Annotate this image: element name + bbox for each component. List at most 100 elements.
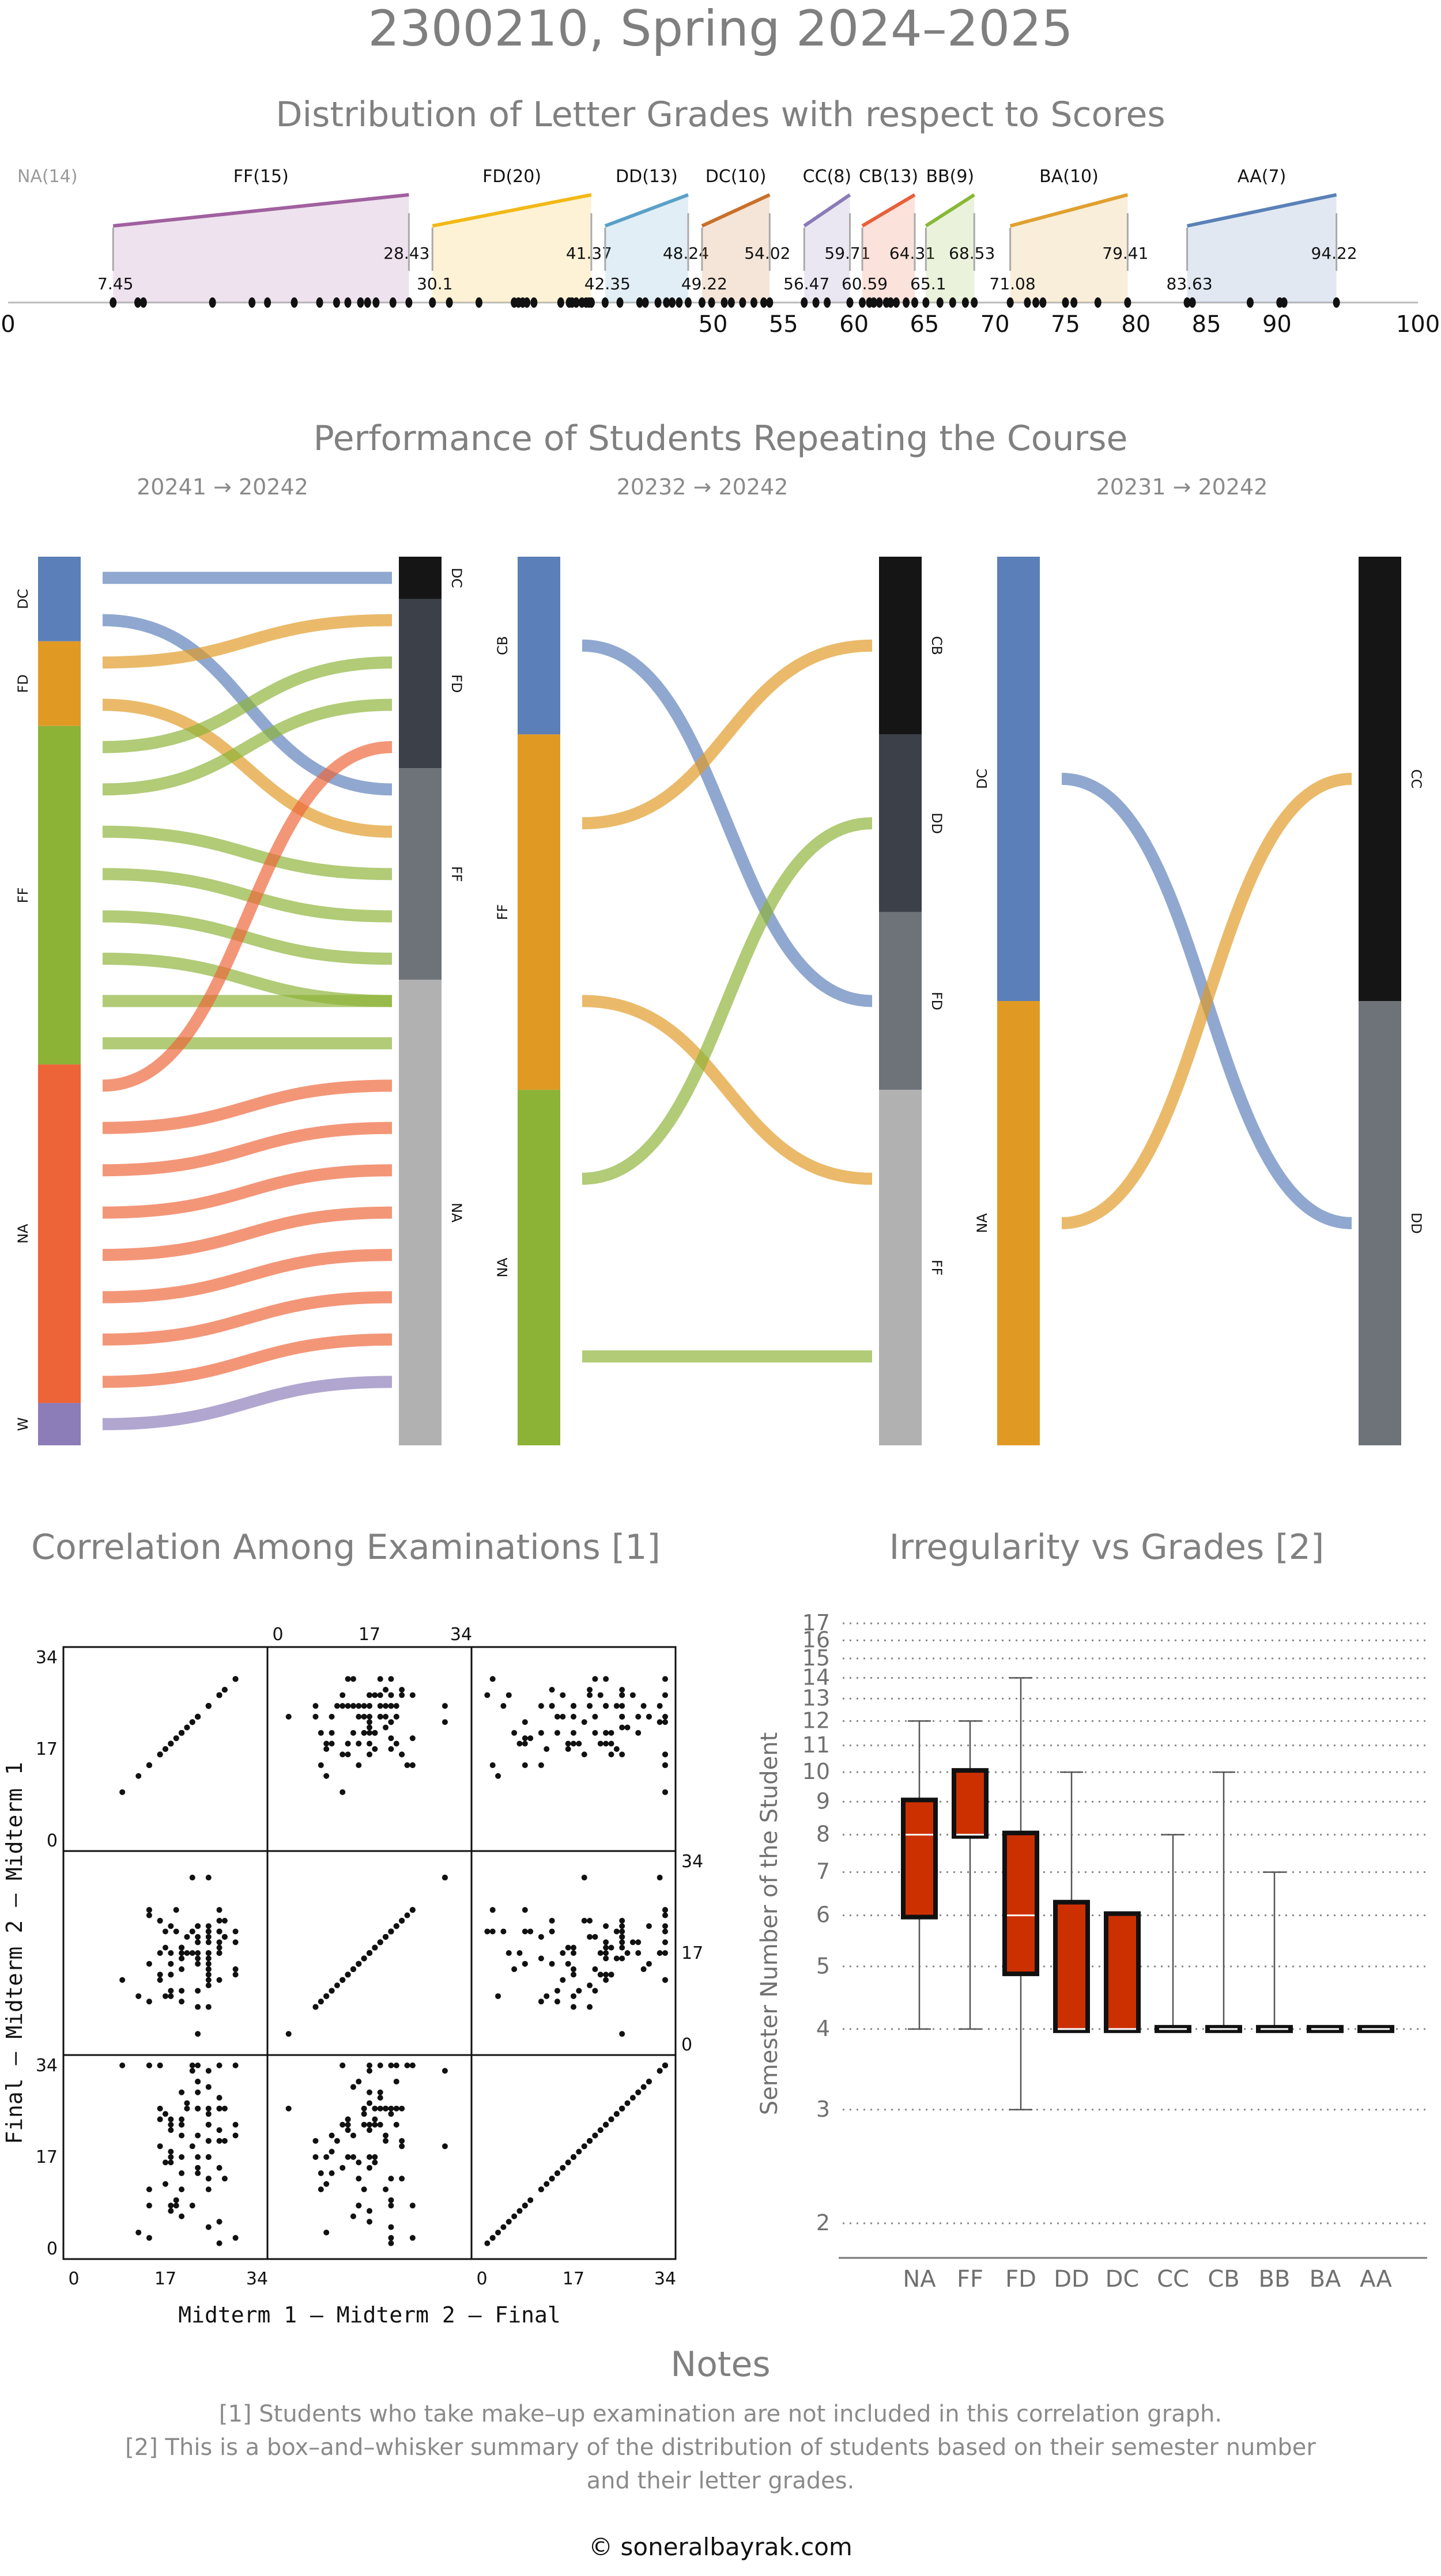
scatter-point	[592, 2132, 598, 2139]
scatter-point	[372, 1729, 378, 1736]
scatter-point	[560, 2165, 566, 2171]
scatter-point	[388, 1692, 394, 1698]
score-point	[248, 297, 256, 308]
score-point	[887, 297, 895, 308]
score-point	[676, 297, 683, 308]
scatter-point	[662, 1912, 668, 1918]
sankey-flow	[102, 698, 393, 796]
scatter-point	[393, 2121, 399, 2128]
scatter-point	[393, 2079, 399, 2085]
scatter-point	[565, 1740, 571, 1747]
scatter-point	[619, 1928, 625, 1935]
scatter-point	[345, 2154, 351, 2160]
scatter-point	[657, 1703, 663, 1709]
scatter-point	[619, 1955, 625, 1962]
scatter-point	[318, 1762, 324, 1769]
scatter-point	[587, 2137, 593, 2144]
scatter-point	[367, 1740, 372, 1747]
sankey-flow	[102, 910, 393, 965]
scatter-point	[216, 2219, 222, 2225]
y-tick-label: 17	[36, 1739, 58, 1759]
scatter-point	[119, 1789, 126, 1795]
scatter-point	[549, 1917, 555, 1924]
scatter-point	[195, 1923, 201, 1929]
scatter-point	[603, 1944, 609, 1951]
scatter-point	[312, 2004, 319, 2010]
grade-band-max-label: 68.53	[949, 244, 995, 263]
grade-band-label: FF(15)	[233, 167, 289, 187]
scatter-point	[216, 1907, 222, 1913]
scatter-point	[179, 1950, 185, 1956]
sankey-right-node-label: FD	[448, 674, 465, 693]
scatter-point	[361, 2105, 367, 2112]
x-tick-label: AA	[1360, 2266, 1392, 2292]
x-tick-label: DC	[1106, 2266, 1140, 2292]
sankey-left-node-label: W	[15, 1417, 31, 1431]
scatter-point	[195, 2089, 201, 2095]
score-point	[1006, 297, 1014, 308]
scatter-point	[163, 2181, 168, 2187]
scatter-point	[168, 1740, 174, 1747]
scatter-point	[592, 1713, 598, 1720]
score-point	[1032, 297, 1040, 308]
scatter-point	[367, 1719, 372, 1725]
scatter-point	[662, 1939, 668, 1946]
scatter-point	[619, 1687, 625, 1693]
scatter-point	[232, 2235, 239, 2241]
scatter-point	[205, 1961, 212, 1967]
scatter-point	[516, 1950, 523, 1956]
scatter-point	[216, 1939, 222, 1946]
scatter-point	[581, 1875, 587, 1881]
scatter-point	[613, 2111, 620, 2117]
scatter-point	[489, 2235, 496, 2241]
scatter-point	[635, 1939, 642, 1946]
scatter-point	[554, 2170, 560, 2177]
scatter-point	[629, 1939, 636, 1946]
grade-band-area	[1187, 195, 1337, 303]
scatter-point	[442, 1719, 448, 1725]
correlation-chart-title: Correlation Among Examinations [1]	[31, 1527, 661, 1567]
scatter-point	[565, 1746, 571, 1752]
x-tick-label: CB	[1208, 2266, 1239, 2292]
scatter-point	[205, 2137, 212, 2144]
sankey-left-node	[518, 557, 560, 735]
scatter-point	[592, 1933, 598, 1940]
scatter-point	[205, 1928, 212, 1935]
scatter-point	[350, 2084, 356, 2090]
scatter-point	[662, 1676, 668, 1682]
sankey-right-node-label: DD	[1408, 1213, 1424, 1234]
scatter-point	[500, 2224, 507, 2230]
scatter-point	[168, 1988, 174, 1994]
scatter-point	[372, 2121, 378, 2128]
scatter-point	[173, 1928, 179, 1935]
scatter-point	[635, 1950, 642, 1956]
score-point	[389, 297, 397, 308]
scatter-point	[646, 1713, 652, 1720]
scatter-point	[329, 2132, 335, 2139]
note-line-1: [1] Students who take make–up examinatio…	[218, 2401, 1223, 2427]
score-point	[134, 297, 142, 308]
scatter-point	[339, 1977, 346, 1983]
scatter-point	[367, 2208, 372, 2214]
scatter-point	[613, 1928, 620, 1935]
grade-band-label: CB(13)	[859, 167, 918, 187]
sankey-left-node	[518, 734, 560, 1090]
scatter-point	[179, 1955, 185, 1962]
grade-band-label: BB(9)	[926, 167, 974, 187]
scatter-point	[216, 2127, 222, 2133]
score-point	[291, 297, 298, 308]
scatter-point	[361, 1713, 367, 1720]
scatter-point	[388, 2063, 394, 2068]
score-point	[110, 297, 117, 308]
y-axis-title: Semester Number of the Student	[756, 1732, 783, 2115]
scatter-point	[404, 1762, 410, 1769]
scatter-point	[157, 1950, 163, 1956]
scatter-point	[538, 1933, 544, 1940]
distribution-chart-title: Distribution of Letter Grades with respe…	[276, 95, 1165, 135]
scatter-point	[345, 1703, 351, 1709]
scatter-point	[388, 2235, 394, 2241]
scatter-point	[205, 1950, 212, 1956]
grade-band-area	[701, 195, 770, 303]
sankey-right-node-label: FD	[929, 992, 945, 1010]
sankey-right-node-label: NA	[448, 1203, 465, 1223]
